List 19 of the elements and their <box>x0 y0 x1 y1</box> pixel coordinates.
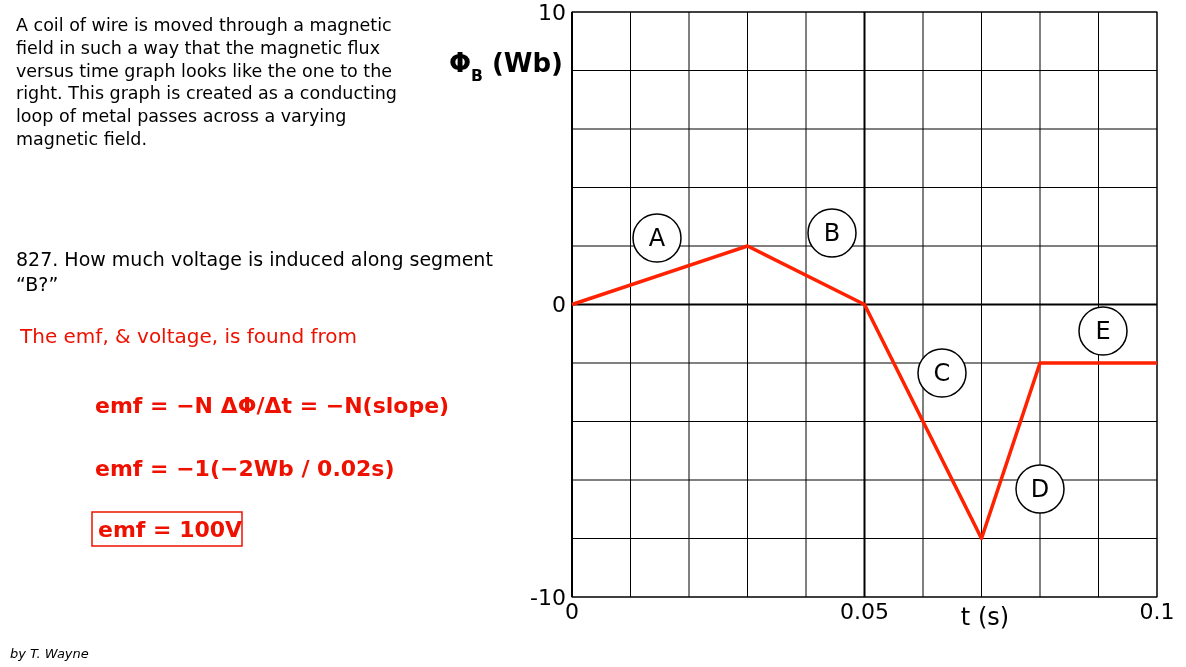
annotation: E <box>1095 317 1111 345</box>
text: by T. Wayne <box>10 646 90 663</box>
text: 827. How much voltage is induced along segment “B?” <box>16 247 494 297</box>
y-tick-label: 0 <box>552 292 566 317</box>
x-tick-label: 0.1 <box>1139 599 1175 624</box>
x-tick-label: 0.05 <box>840 599 889 624</box>
annotation: B <box>823 219 841 247</box>
x-axis-title: t (s) <box>960 603 1010 631</box>
text: emf = −1(−2Wb / 0.02s) <box>95 455 396 483</box>
annotation: C <box>933 359 951 387</box>
y-axis-title: Φ$_{B}$ (Wb) <box>448 48 563 85</box>
y-tick-label: 10 <box>538 0 566 25</box>
line-series <box>570 244 1159 541</box>
text: A coil of wire is moved through a magnetic field in such a way that the magnetic flux versus time graph looks like the one to the right. This graph is created as a conducting loop of metal passes across a varying magnetic field. <box>16 14 398 151</box>
annotation: A <box>648 224 666 252</box>
annotation: D <box>1030 475 1050 503</box>
y-tick-label: -10 <box>530 584 566 610</box>
text: emf = −N ΔΦ/Δt = −N(slope) <box>95 392 451 420</box>
text: The emf, & voltage, is found from <box>20 323 359 349</box>
